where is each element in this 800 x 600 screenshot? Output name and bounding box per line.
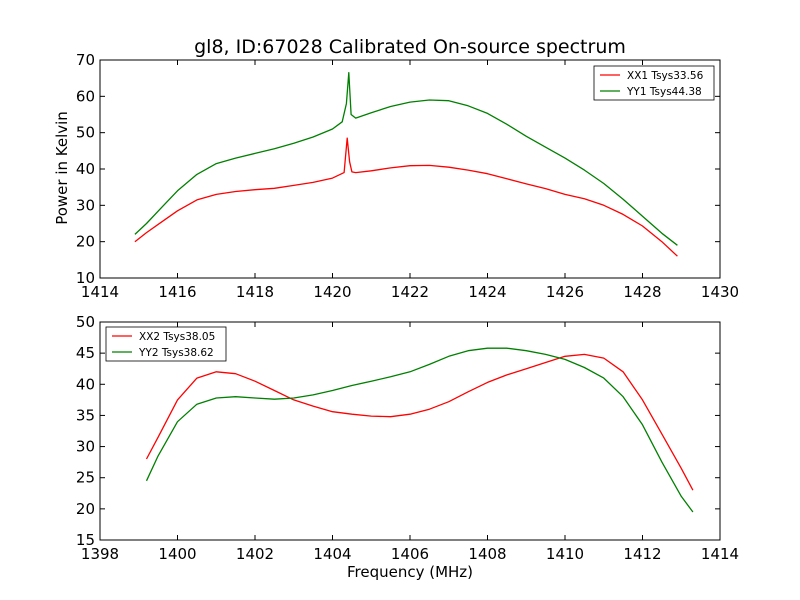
x-tick-label: 1398: [81, 545, 119, 563]
y-tick-label: 25: [76, 469, 95, 487]
y-tick-label: 20: [76, 500, 95, 518]
series-line-yy: [145, 347, 694, 513]
y-axis-label: Power in Kelvin: [53, 111, 71, 225]
y-tick-label: 45: [76, 344, 95, 362]
x-tick-label: 1424: [468, 283, 506, 301]
legend: XX1 Tsys33.56 YY1 Tsys44.38: [593, 65, 715, 101]
x-tick-label: 1420: [313, 283, 351, 301]
x-axis-label: Frequency (MHz): [347, 563, 473, 581]
x-tick-label: 1426: [546, 283, 584, 301]
legend-label: YY1 Tsys44.38: [626, 86, 702, 98]
legend-box: [105, 326, 227, 362]
y-tick-label: 50: [76, 124, 95, 142]
legend: XX2 Tsys38.05 YY2 Tsys38.62: [105, 326, 227, 362]
x-tick-label: 1416: [158, 283, 196, 301]
x-tick-label: 1430: [701, 283, 739, 301]
x-tick-label: 1428: [623, 283, 661, 301]
y-tick-label: 60: [76, 87, 95, 105]
series-line-yy: [134, 72, 678, 246]
x-tick-label: 1408: [468, 545, 506, 563]
x-tick-label: 1404: [313, 545, 351, 563]
legend-label: YY2 Tsys38.62: [138, 347, 214, 359]
series-line-xx: [134, 137, 678, 257]
x-tick-label: 1422: [391, 283, 429, 301]
x-tick-label: 1400: [158, 545, 196, 563]
y-tick-label: 40: [76, 375, 95, 393]
legend-label: XX1 Tsys33.56: [627, 70, 704, 82]
x-tick-label: 1412: [623, 545, 661, 563]
x-tick-label: 1406: [391, 545, 429, 563]
bottom-spectrum-panel: 1398 1400 1402 1404 1406 1408 1410 1412 1414 15 20…: [76, 313, 739, 563]
x-tick-label: 1402: [236, 545, 274, 563]
top-spectrum-panel: 1414 1416 1418 1420 1422 1424 1426 1428 1430 10 20…: [76, 51, 739, 301]
y-tick-label: 30: [76, 438, 95, 456]
y-tick-label: 10: [76, 269, 95, 287]
y-tick-label: 20: [76, 233, 95, 251]
series-line-xx: [145, 353, 694, 491]
y-tick-label: 30: [76, 196, 95, 214]
y-tick-label: 40: [76, 160, 95, 178]
x-tick-label: 1418: [236, 283, 274, 301]
y-tick-label: 70: [76, 51, 95, 69]
y-tick-label: 50: [76, 313, 95, 331]
chart-title: gl8, ID:67028 Calibrated On-source spect…: [194, 36, 626, 58]
legend-label: XX2 Tsys38.05: [139, 331, 215, 343]
x-tick-label: 1410: [546, 545, 584, 563]
x-tick-label: 1414: [701, 545, 739, 563]
x-tick-label: 1414: [81, 283, 119, 301]
legend-box: [593, 65, 715, 101]
y-tick-label: 15: [76, 531, 95, 549]
y-tick-label: 35: [76, 406, 95, 424]
